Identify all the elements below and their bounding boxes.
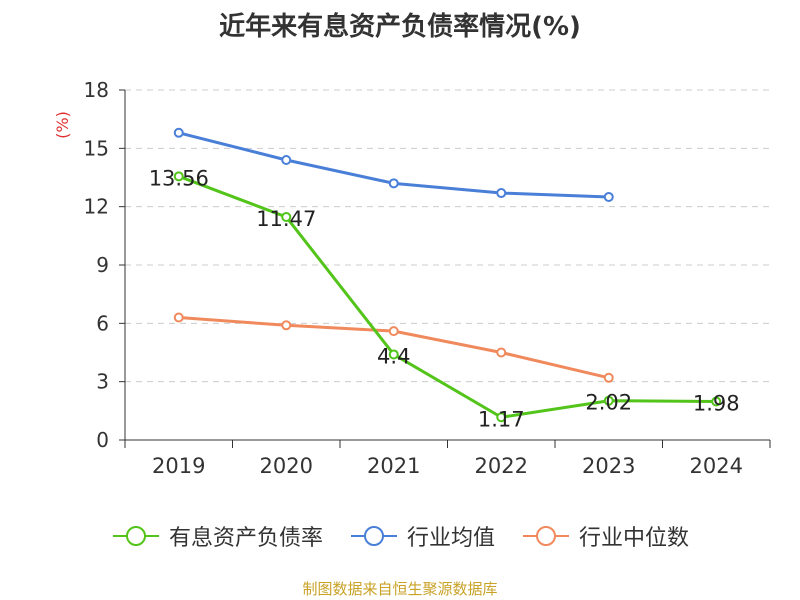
chart-title: 近年来有息资产负债率情况(%) [219, 12, 581, 42]
legend-label: 行业中位数 [579, 526, 690, 551]
data-label: 1.98 [693, 392, 740, 416]
legend-label: 行业均值 [406, 526, 495, 551]
x-tick-label: 2019 [152, 454, 205, 478]
data-point [496, 188, 507, 199]
data-point [603, 372, 614, 383]
legend-label: 有息资产负债率 [168, 526, 323, 551]
data-point [603, 395, 614, 406]
x-tick-label: 2020 [260, 454, 313, 478]
y-tick-label: 12 [84, 195, 109, 219]
x-tick-label: 2022 [475, 454, 528, 478]
y-axis-label: (%) [53, 111, 72, 139]
legend-item-interest-debt-ratio[interactable]: 有息资产负债率 [111, 520, 323, 552]
data-label: 2.02 [585, 391, 632, 415]
data-point [173, 171, 184, 182]
series-line [178, 174, 717, 419]
y-tick-label: 15 [84, 136, 109, 160]
data-point [603, 191, 614, 202]
legend-marker-blue-icon [350, 526, 397, 546]
source-note: 制图数据来自恒生聚源数据库 [302, 580, 498, 598]
data-point [388, 178, 399, 189]
y-tick-label: 9 [96, 253, 109, 277]
data-point [388, 349, 399, 360]
data-point [281, 211, 292, 222]
data-point [388, 326, 399, 337]
x-tick-label: 2024 [690, 454, 743, 478]
data-point [173, 127, 184, 138]
x-tick-label: 2023 [582, 454, 635, 478]
y-tick-label: 0 [96, 428, 109, 452]
y-tick-label: 18 [84, 78, 109, 102]
y-tick-label: 3 [96, 370, 109, 394]
y-tick-label: 6 [96, 311, 109, 335]
data-label: 13.56 [149, 166, 209, 190]
legend-item-industry-mean[interactable]: 行业均值 [349, 520, 495, 552]
x-tick-label: 2021 [367, 454, 420, 478]
legend: 有息资产负债率 行业均值 行业中位数 [0, 520, 800, 552]
legend-item-industry-median[interactable]: 行业中位数 [521, 520, 689, 552]
data-point [281, 155, 292, 165]
legend-marker-green-icon [112, 526, 159, 546]
data-label: 11.47 [256, 207, 316, 231]
data-point [496, 347, 507, 358]
line-chart: 0 3 6 9 12 15 18 (%) 2019 2020 2021 2022 2023 2024 13.… [53, 78, 771, 478]
data-point [173, 312, 184, 323]
data-label: 4.4 [377, 344, 410, 368]
legend-marker-orange-icon [523, 526, 569, 546]
data-label: 1.17 [478, 407, 525, 431]
data-point [281, 320, 292, 331]
data-point [711, 396, 722, 407]
data-point [496, 412, 507, 423]
